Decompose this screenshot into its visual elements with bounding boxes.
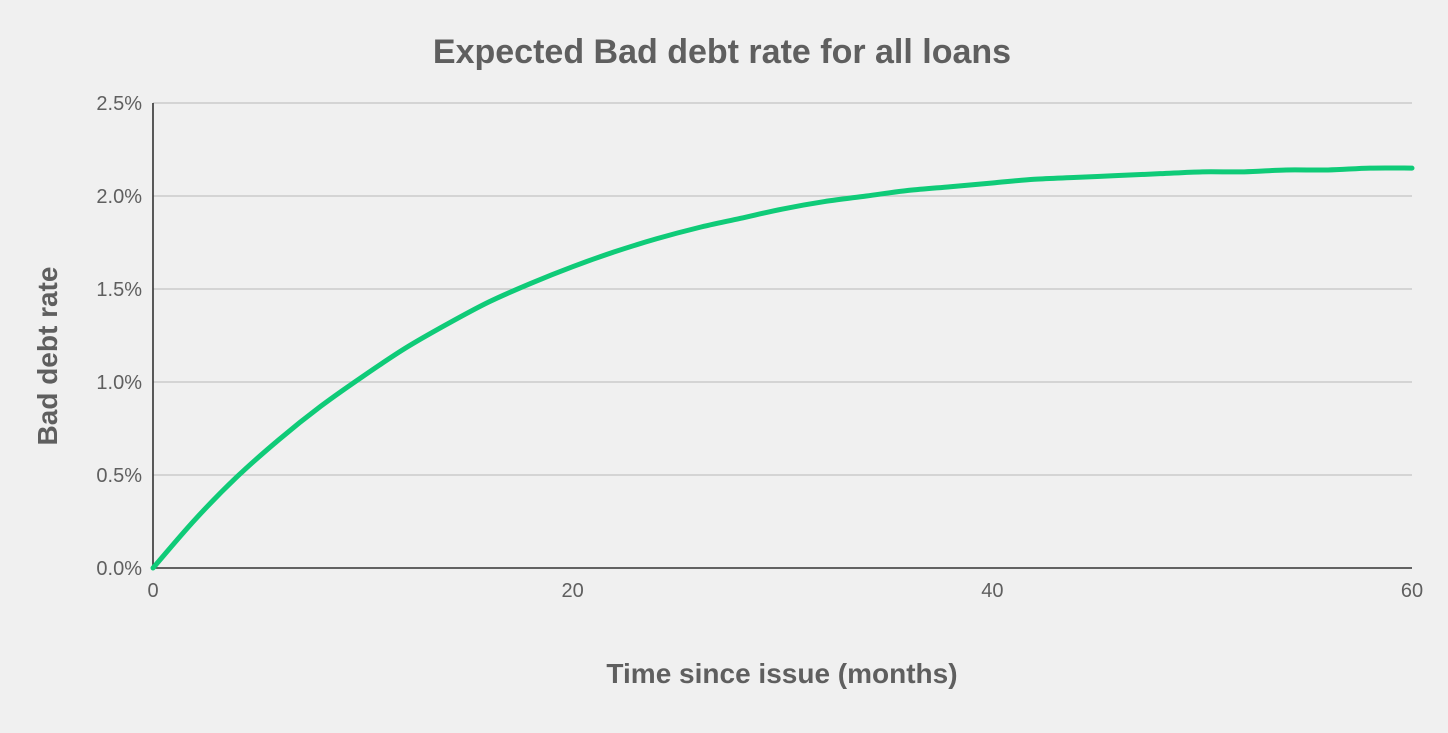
gridlines — [153, 102, 1412, 476]
series-layer — [150, 165, 1415, 571]
x-tick-label: 0 — [147, 580, 158, 602]
y-tick-label: 0.0% — [96, 558, 142, 580]
y-tick-label: 2.5% — [96, 93, 142, 115]
axes — [152, 103, 1412, 569]
x-axis-title: Time since issue (months) — [606, 658, 957, 689]
y-tick-label: 2.0% — [96, 186, 142, 208]
y-tick-label: 0.5% — [96, 465, 142, 487]
tick-labels: 0.0% 0.5% 1.0% 1.5% 2.0% 2.5% 0 20 40 60 — [96, 93, 1423, 602]
series-line-0 — [150, 165, 1415, 571]
y-axis-title: Bad debt rate — [32, 267, 63, 446]
chart-title: Expected Bad debt rate for all loans — [433, 33, 1011, 71]
y-tick-label: 1.0% — [96, 372, 142, 394]
x-tick-label: 60 — [1401, 580, 1423, 602]
y-tick-label: 1.5% — [96, 279, 142, 301]
x-tick-label: 20 — [562, 580, 584, 602]
x-tick-label: 40 — [981, 580, 1003, 602]
